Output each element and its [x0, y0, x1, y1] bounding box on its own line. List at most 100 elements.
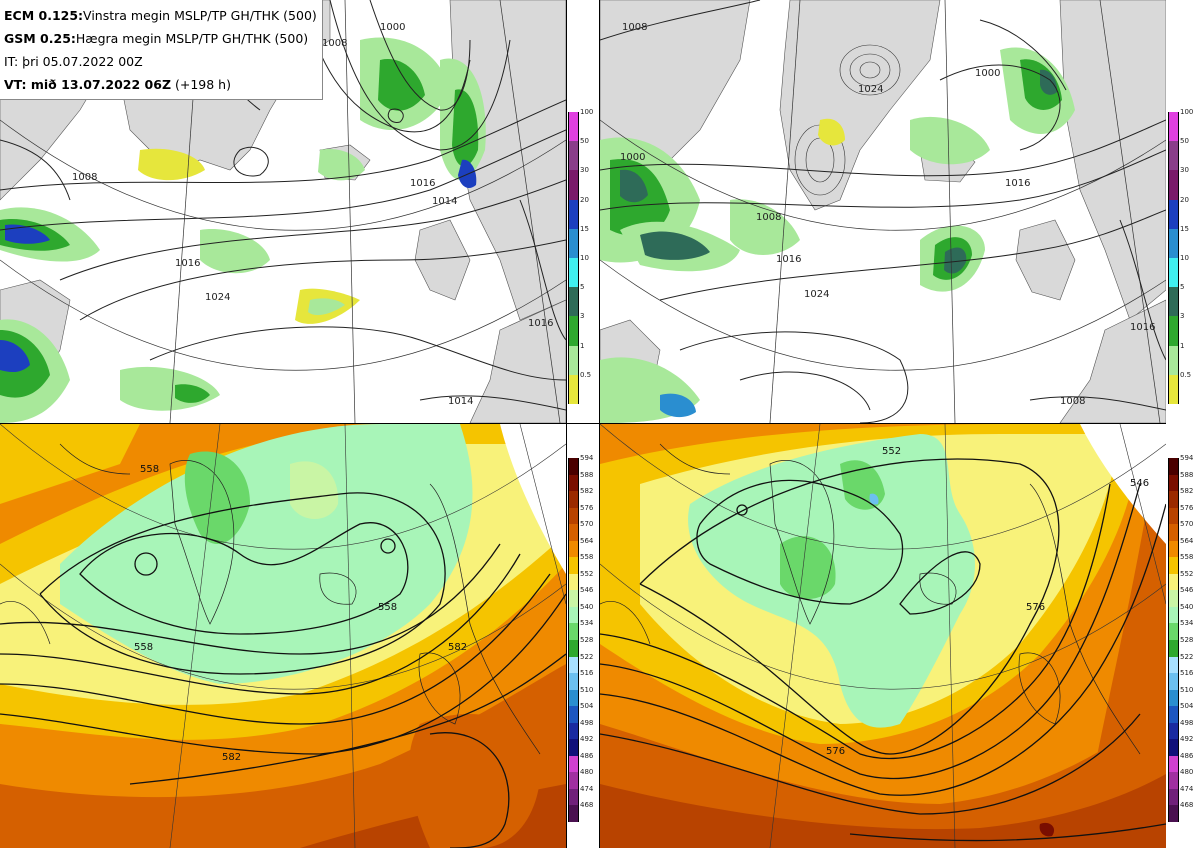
colorbar-swatch: [568, 540, 579, 558]
colorbar-tick-label: 528: [1180, 636, 1194, 644]
colorbar-swatch: [568, 788, 579, 806]
isobar-label: 1024: [205, 292, 230, 303]
colorbar-swatch: [568, 199, 579, 230]
colorbar-swatch: [1168, 374, 1179, 405]
isobar-label: 1008: [756, 212, 781, 223]
colorbar-swatch: [1168, 805, 1179, 823]
colorbar-swatch: [1168, 228, 1179, 259]
uk-land: [1015, 219, 1076, 301]
colorbar-swatch: [1168, 557, 1179, 575]
colorbar-swatch: [1168, 540, 1179, 558]
colorbar-tick-label: 516: [580, 669, 594, 678]
isobar-label: 1000: [975, 68, 1000, 79]
precip-areas: [0, 37, 486, 423]
europe-land: [1059, 299, 1166, 423]
thickness-label: 582: [448, 642, 467, 653]
colorbar-swatch: [568, 287, 579, 317]
isobar-label: 1000: [620, 152, 645, 163]
colorbar-swatch: [1168, 170, 1179, 201]
colorbar-tick-label: 588: [1180, 470, 1194, 479]
colorbar-swatch: [1168, 706, 1179, 724]
colorbar-tick-label: 1: [580, 341, 585, 350]
colorbar-swatch: [568, 739, 579, 757]
colorbar-swatch: [1168, 199, 1179, 230]
colorbar-tick-label: 474: [580, 784, 594, 793]
colorbar-tick-label: 3: [580, 312, 585, 321]
colorbar-swatch: [1168, 507, 1179, 525]
isobar-label: 1000: [380, 22, 405, 33]
isobar-label: 1024: [804, 289, 829, 300]
colorbar-tick-label: 510: [580, 685, 594, 694]
colorbar-tick-label: 492: [1180, 735, 1194, 744]
isobar-label: 1016: [175, 258, 200, 269]
colorbar-swatch: [1168, 788, 1179, 806]
isobar-label: 1014: [448, 396, 473, 407]
colorbar-tick-label: 588: [580, 470, 594, 479]
colorbar-swatch: [1168, 606, 1179, 624]
colorbar-tick-label: 570: [1180, 520, 1194, 529]
colorbar-swatch: [568, 316, 579, 347]
colorbar-tick-label: 582: [1180, 487, 1194, 496]
colorbar-tick-label: 474: [1180, 784, 1194, 793]
colorbar-tick-label: 510: [1180, 685, 1194, 694]
thickness-label: 558: [378, 602, 397, 613]
thickness-label: 576: [826, 746, 845, 757]
thickness-colorbar-right: 594 588 582 576 570 564 558 552 546 540 534 528 522 5…: [1168, 455, 1200, 823]
colorbar-swatch: [1168, 722, 1179, 740]
colorbar-tick-label: 504: [580, 702, 594, 711]
colorbar-tick-label: 576: [580, 503, 594, 512]
colorbar-swatch: [568, 491, 579, 509]
colorbar-tick-label: 15: [580, 224, 589, 233]
colorbar-tick-label: 100: [1180, 108, 1194, 116]
colorbar-tick-label: 534: [580, 619, 594, 628]
thickness-label: 582: [222, 752, 241, 763]
colorbar-swatch: [568, 805, 579, 823]
colorbar-swatch: [1168, 287, 1179, 317]
ecm-thickness-map: 558 558 558 582 582: [0, 424, 566, 848]
legend-box: ECM 0.125:Vinstra megin MSLP/TP GH/THK (…: [0, 0, 323, 100]
colorbar-swatch: [568, 524, 579, 542]
colorbar-swatch: [568, 706, 579, 724]
colorbar-swatch: [568, 755, 579, 773]
colorbar-swatch: [568, 772, 579, 790]
colorbar-tick-label: 10: [1180, 254, 1189, 262]
colorbar-swatch: [568, 170, 579, 201]
isobar-label: 1008: [72, 172, 97, 183]
colorbar-swatch: [568, 258, 579, 288]
colorbar-tick-label: 486: [1180, 751, 1194, 760]
colorbar-swatch: [568, 673, 579, 691]
colorbar-swatch: [1168, 573, 1179, 591]
legend-line-gsm: GSM 0.25:Hægra megin MSLP/TP GH/THK (500…: [4, 31, 309, 46]
isobar-label: 1014: [432, 196, 457, 207]
colorbar-tick-label: 576: [1180, 503, 1194, 512]
colorbar-swatch: [1168, 623, 1179, 641]
isobar-label: 1016: [1130, 322, 1155, 333]
colorbar-swatch: [1168, 689, 1179, 707]
colorbar-swatch: [1168, 474, 1179, 492]
colorbar-tick-label: 50: [1180, 137, 1189, 146]
colorbar-tick-label: 558: [580, 553, 594, 562]
legend-line-ecm: ECM 0.125:Vinstra megin MSLP/TP GH/THK (…: [4, 8, 317, 23]
isobar-label: 1016: [1005, 178, 1030, 189]
europe-land: [469, 299, 566, 423]
gsm-thickness-map: 552 576 576 546: [600, 424, 1166, 848]
colorbar-tick-label: 522: [1180, 652, 1194, 661]
colorbar-swatch: [568, 112, 579, 142]
colorbar-swatch: [1168, 112, 1179, 142]
thickness-label: 576: [1026, 602, 1045, 613]
colorbar-swatch: [568, 507, 579, 525]
colorbar-swatch: [1168, 491, 1179, 509]
colorbar-tick-label: 504: [1180, 702, 1194, 711]
legend-line-valid-time: VT: mið 13.07.2022 06Z (+198 h): [4, 77, 231, 92]
colorbar-swatch: [568, 474, 579, 492]
colorbar-swatch: [568, 141, 579, 171]
colorbar-swatch: [568, 623, 579, 641]
colorbar-swatch: [568, 374, 579, 405]
colorbar-tick-label: 20: [580, 195, 589, 204]
colorbar-tick-label: 3: [1180, 312, 1185, 321]
colorbar-tick-label: 564: [1180, 536, 1194, 545]
thickness-colorbar-left: 594 588 582 576 570 564 558 552 546 540 534 528 522 5…: [568, 455, 600, 823]
panel-divider-vertical-right: [599, 0, 600, 848]
colorbar-swatch: [568, 606, 579, 624]
colorbar-tick-label: 468: [580, 801, 594, 810]
